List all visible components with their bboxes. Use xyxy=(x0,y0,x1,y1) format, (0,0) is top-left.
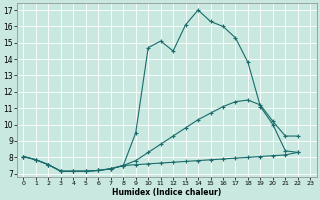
X-axis label: Humidex (Indice chaleur): Humidex (Indice chaleur) xyxy=(112,188,221,197)
